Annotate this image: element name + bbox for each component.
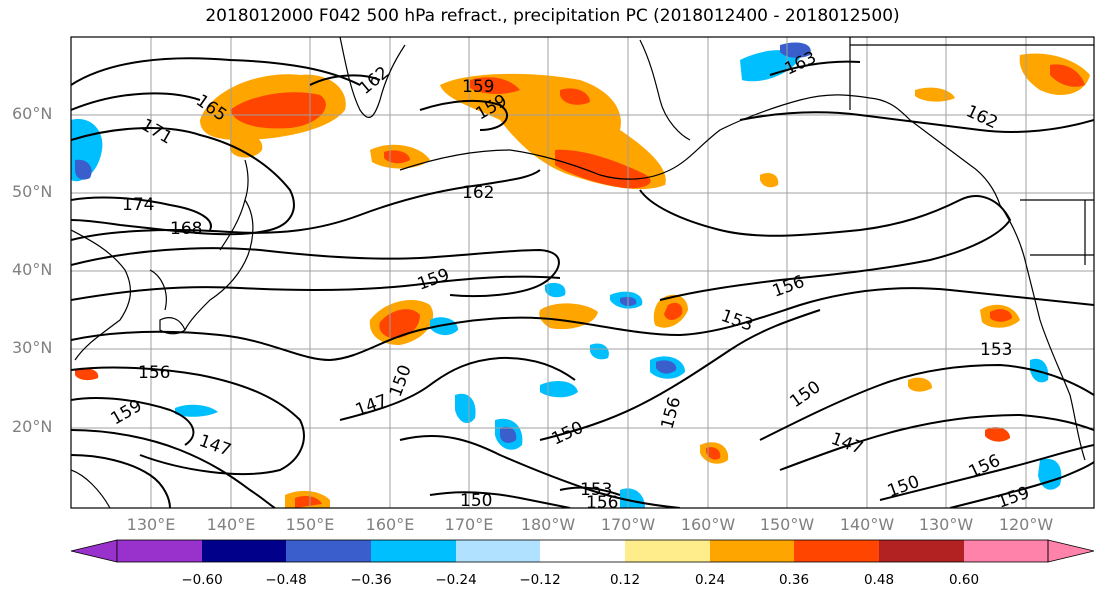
lat-label: 40°N [12, 260, 53, 279]
contour-label: 153 [580, 480, 612, 500]
colorbar-segments [117, 540, 1048, 562]
contour-label: 150 [549, 418, 587, 450]
contour-lines [71, 57, 1094, 508]
contour-label: 168 [170, 219, 202, 239]
graticule [71, 37, 1094, 508]
colorbar-tick-label: 0.12 [609, 572, 641, 588]
contour-label: 156 [770, 272, 807, 302]
contour-label: 150 [786, 377, 824, 412]
colorbar-segment [710, 540, 794, 562]
contour-label: 162 [462, 183, 494, 203]
contour-label: 171 [138, 115, 176, 149]
lat-label: 30°N [12, 338, 53, 357]
lon-label: 130°E [126, 515, 176, 534]
colorbar-tick-label: 0.60 [948, 572, 980, 588]
coastlines [71, 37, 1094, 508]
colorbar-segment [879, 540, 964, 562]
colorbar [70, 539, 1095, 563]
contour-label: 156 [966, 451, 1004, 483]
contour-label: 147 [353, 391, 390, 421]
map-frame [70, 36, 1095, 509]
colorbar-tick-label: −0.48 [265, 572, 307, 588]
contour-label: 174 [122, 195, 154, 215]
colorbar-segment [540, 540, 625, 562]
contour-label: 159 [108, 396, 146, 430]
colorbar-segment [964, 540, 1048, 562]
colorbar-segment [286, 540, 371, 562]
contour-label: 147 [828, 429, 865, 459]
map-title: 2018012000 F042 500 hPa refract., precip… [205, 6, 900, 26]
colorbar-tick-label: −0.24 [435, 572, 477, 588]
colorbar-segment [456, 540, 540, 562]
colorbar-segment [625, 540, 710, 562]
contour-label: 150 [885, 472, 922, 502]
contour-label: 150 [460, 491, 492, 511]
contour-label: 159 [415, 265, 452, 295]
lon-label: 120°W [998, 515, 1054, 534]
colorbar-frame [116, 539, 1049, 563]
lat-label: 20°N [12, 417, 53, 436]
colorbar-tick-label: −0.12 [519, 572, 561, 588]
contour-label: 153 [718, 306, 755, 336]
colorbar-tick-label: −0.60 [181, 572, 223, 588]
colorbar-extend-low [70, 539, 118, 563]
lon-label: 150°W [759, 515, 815, 534]
colorbar-segment [371, 540, 456, 562]
contour-label: 156 [586, 493, 618, 513]
lon-label: 160°W [680, 515, 736, 534]
colorbar-tick-label: −0.36 [350, 572, 392, 588]
colorbar-segment [117, 540, 202, 562]
lon-label: 170°W [600, 515, 656, 534]
contour-label: 153 [980, 340, 1012, 360]
contour-label: 156 [658, 395, 686, 432]
lat-label: 60°N [12, 104, 53, 123]
lon-label: 170°E [444, 515, 494, 534]
contour-label: 156 [138, 363, 170, 383]
colorbar-tick-label: 0.24 [694, 572, 726, 588]
colorbar-tick-label: 0.48 [863, 572, 895, 588]
colorbar-extend-high [1047, 539, 1095, 563]
precip-shading [71, 42, 1090, 508]
lon-label: 130°W [918, 515, 974, 534]
lon-label: 140°E [206, 515, 256, 534]
lat-label: 50°N [12, 182, 53, 201]
colorbar-segment [202, 540, 286, 562]
lon-label: 180°W [520, 515, 576, 534]
lon-label: 140°W [839, 515, 895, 534]
contour-label: 147 [196, 431, 233, 461]
lon-label: 150°E [285, 515, 335, 534]
contour-label: 162 [355, 63, 393, 99]
colorbar-segment [794, 540, 879, 562]
colorbar-tick-label: 0.36 [778, 572, 810, 588]
contour-label: 159 [462, 77, 494, 97]
lon-label: 160°E [365, 515, 415, 534]
